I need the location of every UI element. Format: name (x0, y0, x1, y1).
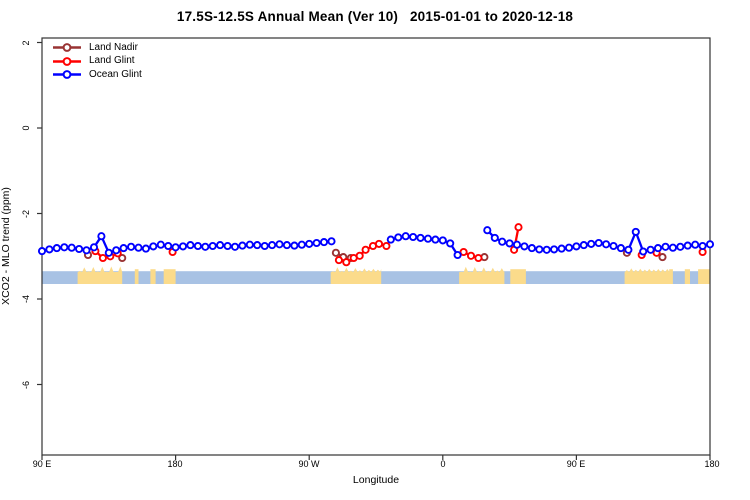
chart-title: 17.5S-12.5S Annual Mean (Ver 10) 2015-01… (176, 9, 574, 24)
legend-label: Ocean Glint (89, 68, 142, 80)
legend-label: Land Glint (89, 55, 135, 67)
legend-item-land-glint: Land Glint (52, 55, 142, 69)
x-tick-label: 180 (704, 459, 720, 469)
y-tick-label: -6 (21, 380, 31, 389)
y-tick-label: -4 (21, 295, 31, 304)
legend: Land Nadir Land Glint Ocean Glint (52, 41, 142, 82)
y-axis-label: XCO2 - MLO trend (ppm) (0, 187, 12, 305)
legend-label: Land Nadir (89, 41, 138, 53)
y-tick-label: -2 (21, 209, 31, 218)
x-tick-label: 180 (167, 459, 183, 469)
y-tick-label: 2 (21, 40, 31, 46)
x-tick-label: 0 (440, 459, 446, 469)
x-axis-label: Longitude (352, 474, 400, 486)
legend-item-ocean-glint: Ocean Glint (52, 68, 142, 82)
legend-marker-ocean-glint-icon (53, 70, 81, 80)
x-tick-label: 90 E (32, 459, 52, 469)
x-tick-label: 90 E (566, 459, 586, 469)
y-tick-label: 0 (21, 125, 31, 131)
legend-marker-land-glint-icon (53, 56, 81, 66)
legend-item-land-nadir: Land Nadir (52, 41, 142, 55)
x-tick-label: 90 W (298, 459, 320, 469)
legend-marker-land-nadir-icon (53, 43, 81, 53)
